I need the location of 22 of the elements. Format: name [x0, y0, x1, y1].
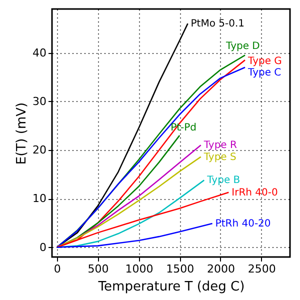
series-label: Type S: [202, 152, 236, 163]
series-label: PtMo 5-0.1: [190, 18, 245, 30]
series-label: Type B: [206, 175, 240, 186]
y-tick-label: 10: [32, 192, 46, 206]
y-axis-title: E(T) (mV): [14, 102, 30, 165]
series-label: Type C: [247, 67, 282, 78]
y-tick-label: 40: [32, 46, 46, 60]
x-tick-label: 500: [88, 262, 109, 276]
series-label: Type G: [247, 56, 282, 68]
x-tick-label: 1000: [125, 262, 154, 276]
series-label: IrRh 40-0: [232, 187, 278, 198]
x-tick-label: 1500: [166, 262, 194, 276]
y-tick-label: 0: [40, 240, 46, 254]
x-axis-title: Temperature T (deg C): [97, 280, 245, 294]
series-label: Type R: [202, 140, 237, 152]
series-label: Type D: [225, 41, 260, 52]
x-tick-label: 2000: [206, 262, 235, 276]
y-tick-label: 30: [32, 94, 46, 108]
y-tick-label: 20: [32, 144, 46, 157]
x-tick-label: 0: [54, 262, 61, 276]
series-label: PtRh 40-20: [215, 218, 271, 230]
x-tick-label: 2500: [248, 262, 276, 276]
